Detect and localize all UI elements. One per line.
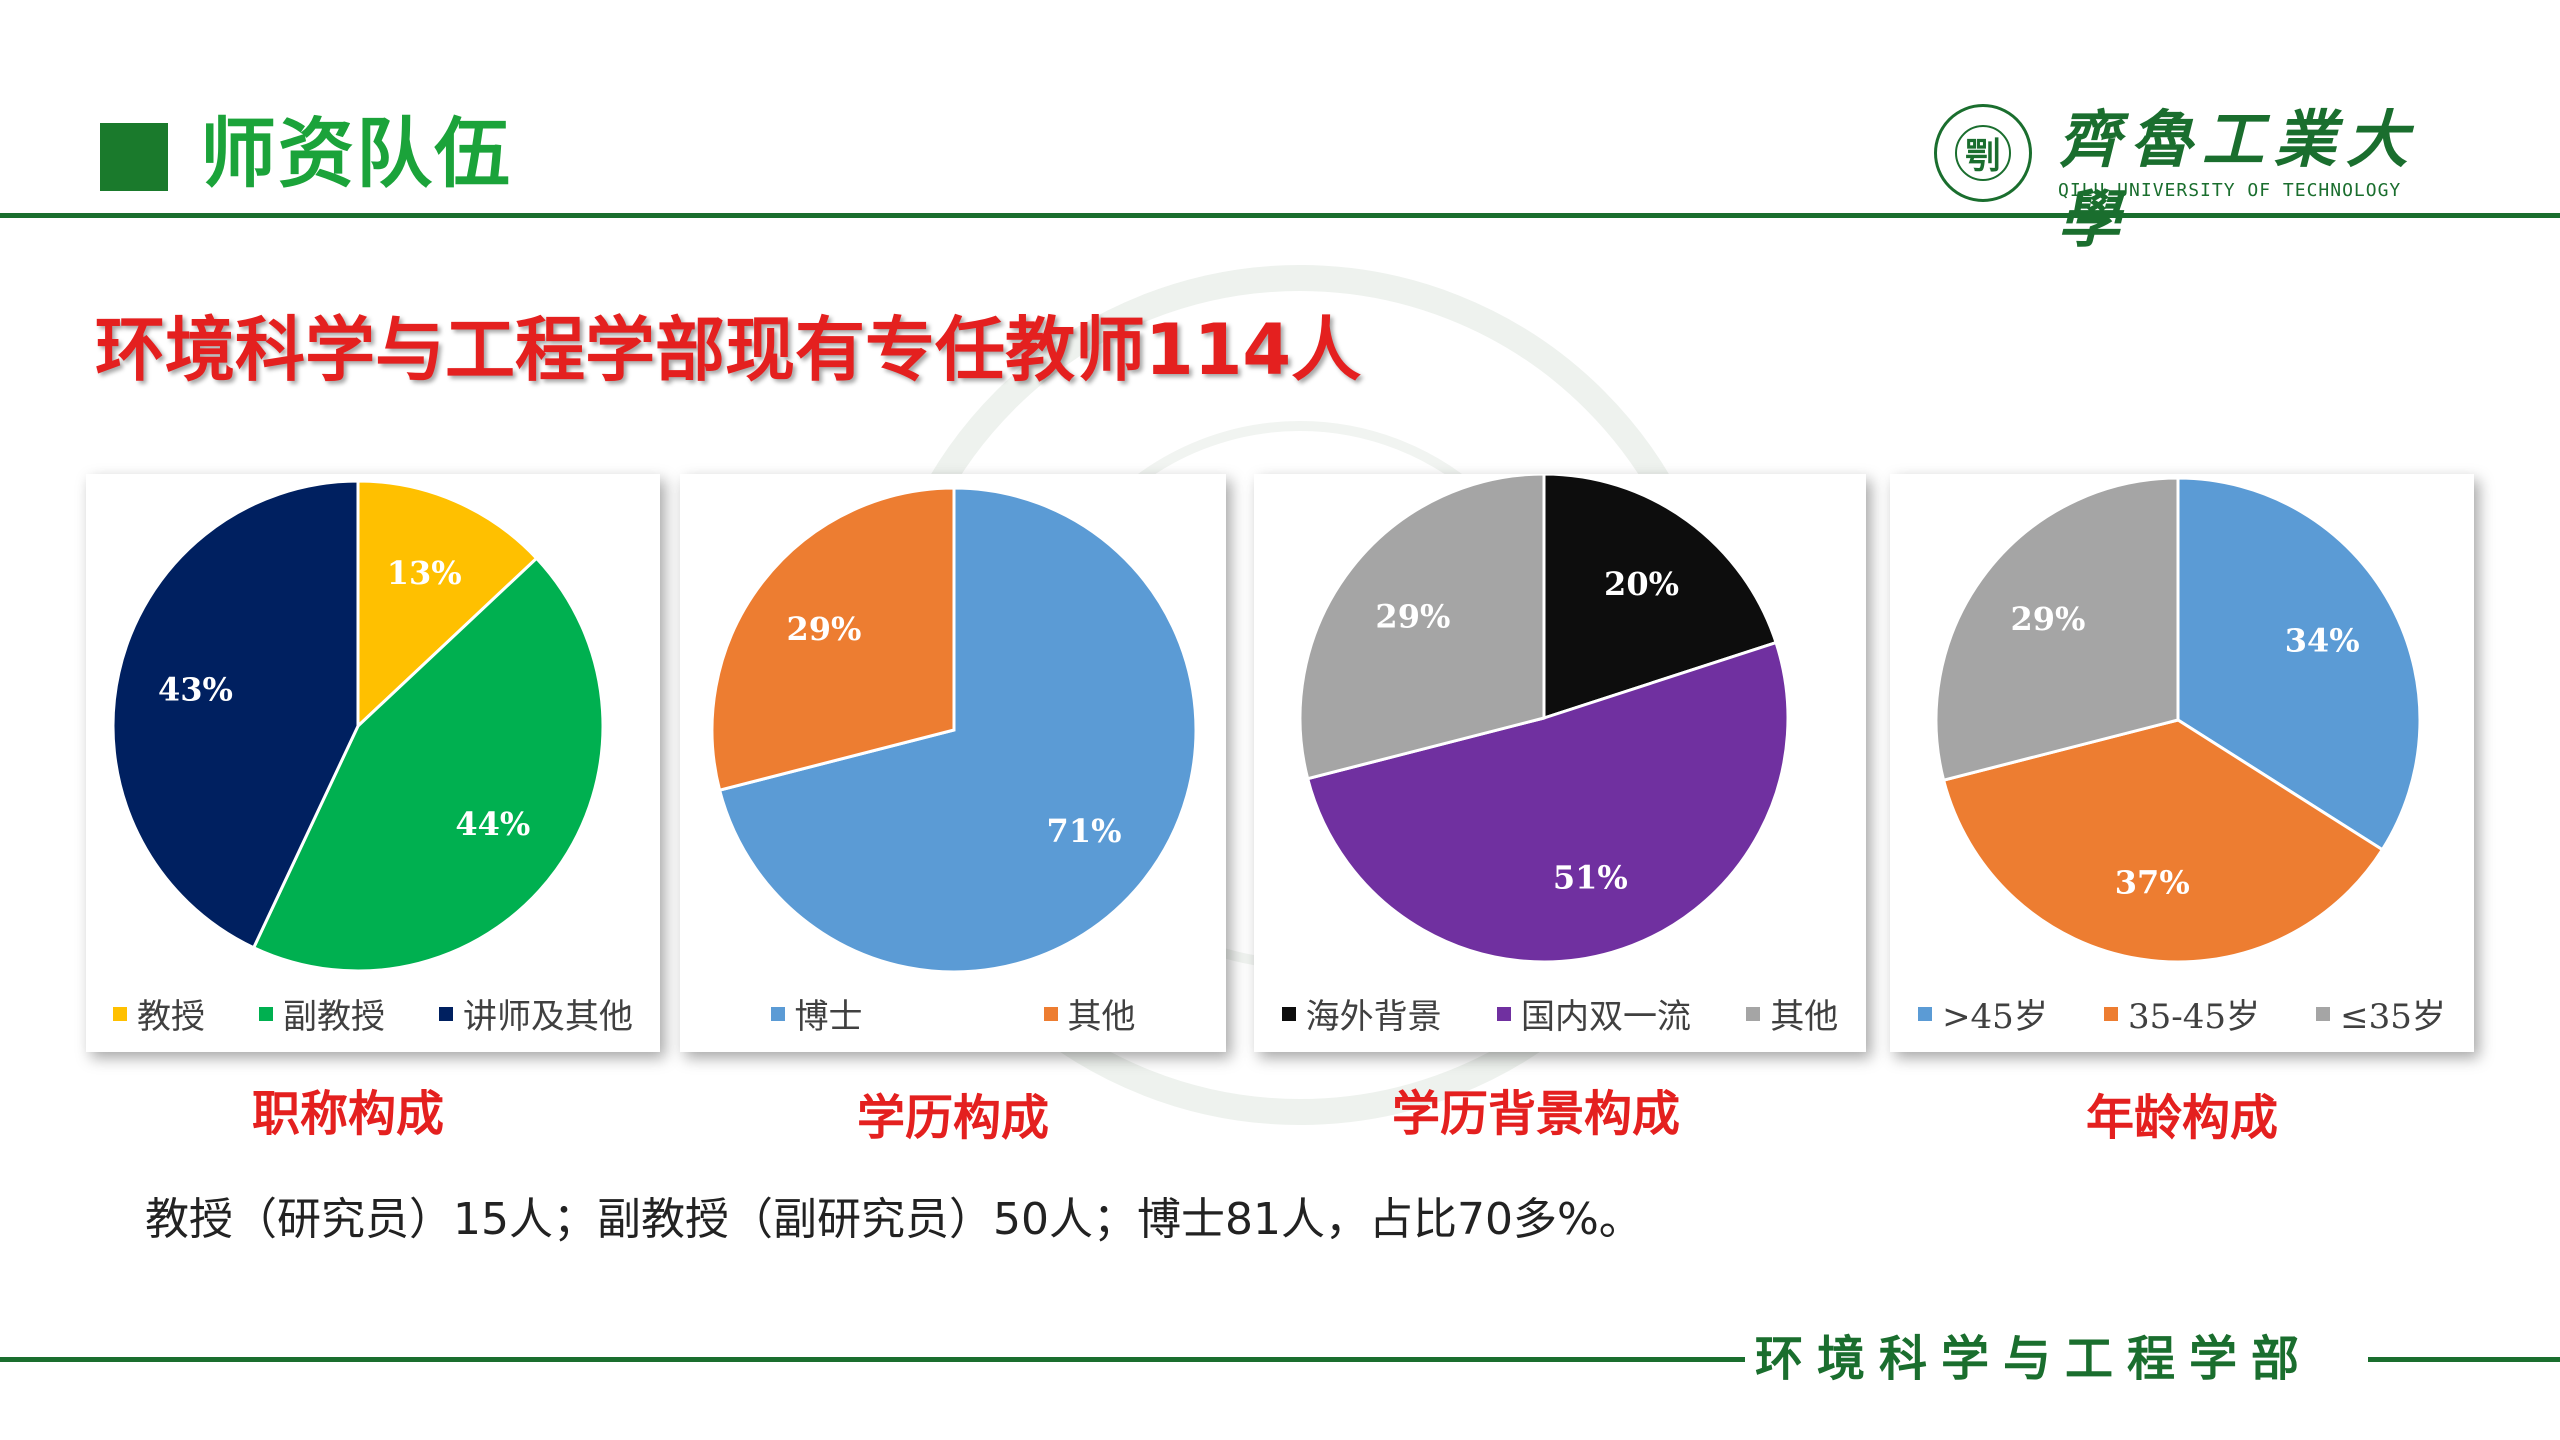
- chart-card-age: 34% 37% 29% >45岁 35-45岁 ≤35岁: [1890, 474, 2474, 1052]
- pie-data-label: 29%: [1375, 597, 1450, 635]
- chart-caption-title: 职称构成: [251, 1086, 444, 1142]
- logo-mark: 㓵: [1955, 125, 2011, 181]
- logo-emblem: 㓵: [1934, 104, 2032, 202]
- chart-card-title: 13% 44% 43% 教授 副教授 讲师及其他: [86, 474, 660, 1052]
- pie-data-label: 37%: [2115, 864, 2190, 902]
- legend-swatch: [1746, 1006, 1761, 1021]
- chart-legend: 教授 副教授 讲师及其他: [86, 989, 660, 1038]
- legend-label: 其他: [1770, 997, 1839, 1037]
- pie-data-label: 29%: [2011, 600, 2086, 638]
- pie-slice: [111, 479, 360, 950]
- page-headline: 环境科学与工程学部现有专任教师114人: [95, 309, 1362, 391]
- logo-name: 齊魯工業大學: [2058, 103, 2419, 256]
- chart-card-education: 71% 29% 博士 其他: [680, 474, 1226, 1052]
- legend-label: >45岁: [1942, 997, 2048, 1037]
- pie-slice: [717, 486, 1198, 974]
- pie-chart-background: 20% 51% 29%: [1298, 474, 1790, 964]
- summary-text: 教授（研究员）15人；副教授（副研究员）50人；博士81人，占比70多%。: [145, 1194, 1643, 1245]
- pie-data-label: 43%: [158, 671, 233, 709]
- pie-slice: [710, 486, 956, 793]
- legend-swatch: [1281, 1006, 1296, 1021]
- legend-item: 博士: [770, 989, 863, 1038]
- footer-rule-right: [2368, 1357, 2560, 1362]
- legend-item: 教授: [113, 989, 205, 1038]
- section-title: 师资队伍: [200, 109, 512, 198]
- chart-card-background: 20% 51% 29% 海外背景 国内双一流 其他: [1254, 474, 1866, 1052]
- legend-item: 35-45岁: [2103, 989, 2260, 1038]
- legend-swatch: [259, 1006, 273, 1021]
- legend-swatch: [439, 1006, 453, 1021]
- pie-slice: [1941, 718, 2385, 964]
- legend-item: 其他: [1746, 989, 1838, 1038]
- chart-caption-background: 学历背景构成: [1391, 1086, 1680, 1142]
- header-divider: [0, 213, 2560, 218]
- footer-department: 环境科学与工程学部: [1755, 1331, 2314, 1387]
- legend-item: 国内双一流: [1496, 989, 1691, 1038]
- pie-data-label: 13%: [387, 554, 462, 592]
- university-logo: 㓵 齊魯工業大學 QILU UNIVERSITY OF TECHNOLOGY: [1930, 100, 2420, 256]
- pie-chart-age: 34% 37% 29%: [1934, 476, 2422, 964]
- legend-label: ≤35岁: [2340, 997, 2446, 1037]
- legend-label: 35-45岁: [2127, 997, 2260, 1037]
- legend-item: 海外背景: [1281, 989, 1442, 1038]
- legend-item: 讲师及其他: [439, 989, 633, 1038]
- pie-chart-title: 13% 44% 43%: [111, 479, 605, 973]
- pie-slice: [356, 479, 539, 730]
- pie-slice: [1934, 476, 2180, 783]
- legend-label: 其他: [1067, 997, 1136, 1037]
- legend-swatch: [2316, 1006, 2331, 1021]
- legend-label: 教授: [137, 997, 205, 1037]
- chart-legend: >45岁 35-45岁 ≤35岁: [1890, 989, 2474, 1038]
- pie-slice: [1298, 474, 1546, 781]
- pie-slice: [251, 556, 605, 973]
- chart-caption-education: 学历构成: [856, 1090, 1049, 1146]
- legend-swatch: [1918, 1006, 1933, 1021]
- legend-label: 副教授: [283, 997, 385, 1037]
- logo-english: QILU UNIVERSITY OF TECHNOLOGY: [2058, 180, 2402, 201]
- pie-data-label: 34%: [2285, 622, 2360, 660]
- pie-slice: [1305, 640, 1790, 964]
- legend-item: >45岁: [1918, 989, 2048, 1038]
- legend-item: 副教授: [259, 989, 385, 1038]
- legend-label: 讲师及其他: [463, 997, 633, 1037]
- footer-rule-left: [0, 1357, 1745, 1362]
- pie-data-label: 29%: [787, 610, 862, 648]
- legend-swatch: [2103, 1006, 2118, 1021]
- pie-chart-education: 71% 29%: [710, 486, 1198, 974]
- legend-swatch: [1043, 1006, 1058, 1021]
- legend-swatch: [770, 1006, 785, 1021]
- legend-item: ≤35岁: [2316, 989, 2446, 1038]
- pie-data-label: 20%: [1604, 565, 1679, 603]
- section-marker: [100, 123, 168, 191]
- chart-legend: 博士 其他: [680, 989, 1226, 1038]
- legend-label: 国内双一流: [1520, 997, 1691, 1037]
- pie-data-label: 71%: [1047, 812, 1122, 850]
- legend-swatch: [113, 1006, 127, 1021]
- legend-label: 博士: [794, 997, 863, 1037]
- chart-legend: 海外背景 国内双一流 其他: [1254, 989, 1866, 1038]
- pie-slice: [1542, 474, 1778, 721]
- chart-caption-age: 年龄构成: [2085, 1090, 2278, 1146]
- pie-data-label: 44%: [455, 805, 530, 843]
- legend-item: 其他: [1043, 989, 1136, 1038]
- legend-label: 海外背景: [1305, 997, 1442, 1037]
- pie-data-label: 51%: [1553, 858, 1628, 896]
- legend-swatch: [1496, 1006, 1511, 1021]
